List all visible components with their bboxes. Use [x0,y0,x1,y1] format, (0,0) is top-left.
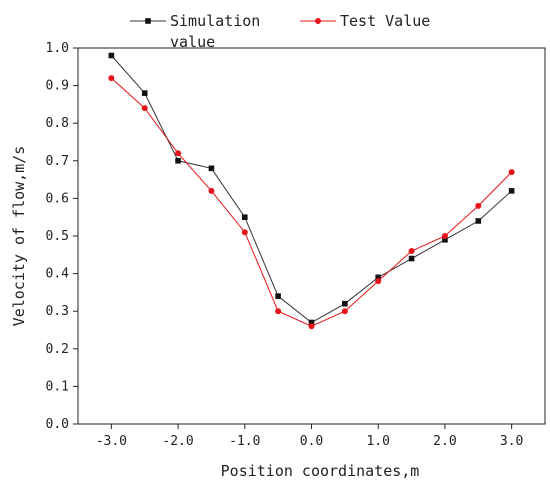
x-tick-label: -2.0 [162,434,193,449]
y-tick-label: 0.1 [46,379,69,394]
y-tick-label: 0.5 [46,229,69,244]
y-tick-label: 0.2 [46,342,69,357]
data-point [375,278,382,285]
data-point [308,323,315,330]
data-point [342,300,348,307]
data-point [175,150,182,157]
legend-item-2: Test Value [300,12,430,30]
legend-item-1: Simulation value [130,12,260,51]
legend: Simulation value Test Value [130,12,430,51]
y-axis-title: Velocity of flow,m/s [10,146,28,327]
x-tick-label: 3.0 [500,434,523,449]
data-point [208,165,215,172]
data-point [275,308,282,315]
y-tick-label: 0.4 [46,267,70,282]
y-tick-label: 0.9 [46,79,69,94]
legend-label: Test Value [340,12,430,30]
x-tick-label: -3.0 [96,434,127,449]
y-tick-label: 0.7 [46,154,69,169]
series-line [111,77,512,327]
y-tick-label: 0.3 [46,304,69,319]
data-point [108,75,115,82]
data-point [241,229,248,236]
x-tick-label: 2.0 [433,434,456,449]
data-point [141,105,148,112]
data-point [341,308,348,315]
data-point [108,52,115,59]
y-tick-label: 0.0 [46,417,69,432]
data-point [308,319,315,326]
legend-marker [145,18,151,24]
data-point [241,214,248,220]
x-tick-label: 0.0 [300,434,323,449]
legend-marker [315,18,321,24]
series-line [111,55,512,324]
y-tick-label: 0.8 [46,116,69,131]
x-tick-label: 1.0 [366,434,389,449]
data-point [475,202,482,209]
y-tick-label: 0.6 [46,191,69,206]
plot-frame [77,47,546,425]
data-point [442,236,448,243]
data-point [408,248,415,255]
data-point [208,187,215,194]
data-point [508,169,515,176]
data-point [175,158,181,164]
x-axis-title: Position coordinates,m [221,462,420,480]
series-2 [108,75,515,330]
legend-label: value [170,33,215,51]
data-point [141,90,148,96]
axes: 0.0 0.1 0.2 0.3 0.4 0.5 0.6 0.7 0.8 0.9 1.0 -3.0 -2.… [46,41,546,449]
data-point [408,255,415,262]
x-tick-label: -1.0 [229,434,260,449]
data-point [275,293,281,299]
series-layer [108,52,515,330]
series-1 [108,52,515,326]
legend-label: Simulation [170,12,260,30]
data-point [441,233,448,239]
data-point [508,188,515,194]
data-point [475,218,482,224]
data-point [375,274,382,281]
y-tick-label: 1.0 [46,41,69,56]
